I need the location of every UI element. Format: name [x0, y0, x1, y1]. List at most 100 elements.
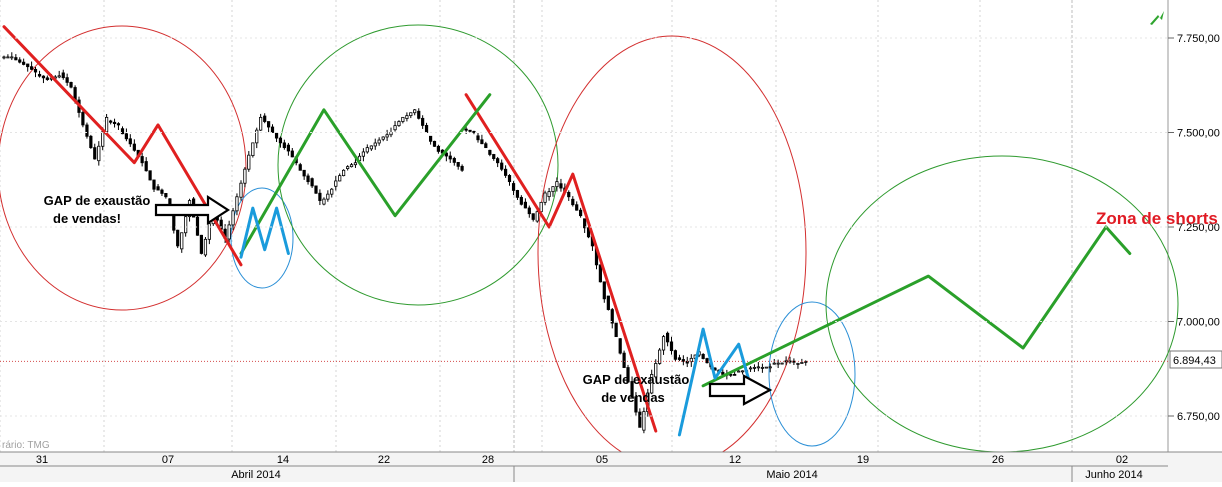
candle-body [547, 191, 551, 198]
candle-body [128, 138, 132, 145]
candle-body [614, 322, 618, 338]
candle-body [658, 349, 662, 364]
candle-body [270, 126, 275, 133]
candle-body [97, 145, 101, 162]
grid [0, 0, 1073, 452]
candle-body [701, 353, 705, 359]
candle-body [424, 125, 429, 133]
trend-lines [2, 25, 1132, 437]
candle-body [306, 175, 310, 183]
candle-body [642, 411, 646, 431]
candle-body [314, 185, 318, 194]
candle-body [492, 154, 496, 159]
y-tick-label: 7.250,00 [1177, 222, 1220, 234]
candle-body [330, 188, 334, 195]
candle-body [618, 338, 622, 354]
candle-body [681, 359, 685, 362]
candle-body [109, 120, 113, 123]
gap2-text-line2: de vendas [601, 390, 665, 405]
candle-body [247, 154, 251, 170]
candle-body [409, 112, 413, 117]
candle-body [353, 162, 358, 166]
candle-body [460, 165, 464, 171]
gap1-text-line2: de vendas! [53, 211, 121, 226]
candle-body [804, 361, 808, 363]
candle-body [666, 332, 670, 343]
candle-body [263, 115, 267, 122]
candle-body [760, 366, 765, 369]
candle-body [140, 156, 144, 164]
candle-body [393, 125, 397, 131]
zone-text: Zona de shorts [1096, 209, 1218, 228]
candle-body [737, 370, 741, 373]
candle-body [120, 128, 125, 135]
last-price-tag-text: 6.894,43 [1173, 355, 1216, 367]
candle-body [274, 132, 279, 139]
candle-body [341, 169, 346, 177]
candle-body [405, 115, 409, 119]
candle-body [496, 158, 500, 164]
candle-body [29, 66, 34, 70]
candle-body [112, 121, 117, 125]
candle-body [756, 366, 760, 369]
price-axis-background [1168, 0, 1222, 452]
candle-body [26, 63, 30, 68]
candle-body [290, 150, 294, 158]
candle-body [551, 186, 555, 193]
chart-indicator-icon[interactable] [1150, 11, 1164, 25]
candle-body [302, 169, 306, 177]
candle-body [484, 143, 488, 149]
candle-body [511, 183, 516, 191]
candle-body [673, 350, 678, 360]
candle-body [661, 336, 666, 351]
candle-body [334, 180, 338, 187]
candle-body [796, 363, 800, 365]
candle-body [326, 193, 330, 200]
candle-body [432, 140, 437, 147]
candle-body [278, 137, 283, 144]
y-tick-label: 7.500,00 [1177, 128, 1220, 140]
candle-body [57, 75, 61, 78]
candle-body [369, 145, 373, 150]
candle-body [792, 360, 796, 363]
candle-body [2, 56, 6, 59]
candle-body [401, 116, 405, 122]
arrow-1 [154, 194, 231, 226]
trend-line-green-2 [701, 225, 1132, 388]
candle-body [116, 123, 121, 126]
candle-body [721, 371, 725, 375]
y-tick-label: 7.000,00 [1177, 317, 1220, 329]
candle-body [231, 210, 235, 226]
candle-body [626, 367, 630, 383]
x-day-label: 14 [277, 454, 289, 466]
candle-body [417, 110, 421, 119]
trend-line-blue-1 [239, 206, 290, 259]
candle-body [586, 227, 591, 238]
source-label: rário: TMG [2, 440, 50, 451]
gap-arrows [154, 194, 773, 406]
candle-body [207, 223, 211, 240]
ellipse-blue-2 [768, 301, 856, 447]
candle-body [199, 234, 203, 254]
candle-body [800, 362, 804, 364]
trend-line-red-1 [2, 25, 243, 267]
candle-body [598, 264, 603, 283]
candle-body [503, 168, 508, 176]
candle-body [444, 152, 448, 157]
trend-line-red-2 [464, 93, 658, 433]
x-day-label: 12 [729, 454, 741, 466]
candle-body [705, 358, 709, 364]
candle-body [266, 121, 271, 128]
trend-line-blue-2 [677, 327, 752, 437]
date-axis: 31 07 14 22 28 05 12 19 26 02 Abril 2014 Maio 2014 J… [36, 454, 1143, 482]
candle-body [421, 117, 425, 126]
candle-body [606, 295, 610, 310]
candle-body [579, 209, 583, 217]
ellipse-green-1 [277, 24, 559, 306]
candle-body [523, 201, 528, 209]
gap1-text-line1: GAP de exaustão [44, 193, 151, 208]
candle-body [622, 352, 626, 368]
candle-body [148, 170, 152, 181]
candle-body [18, 59, 22, 63]
